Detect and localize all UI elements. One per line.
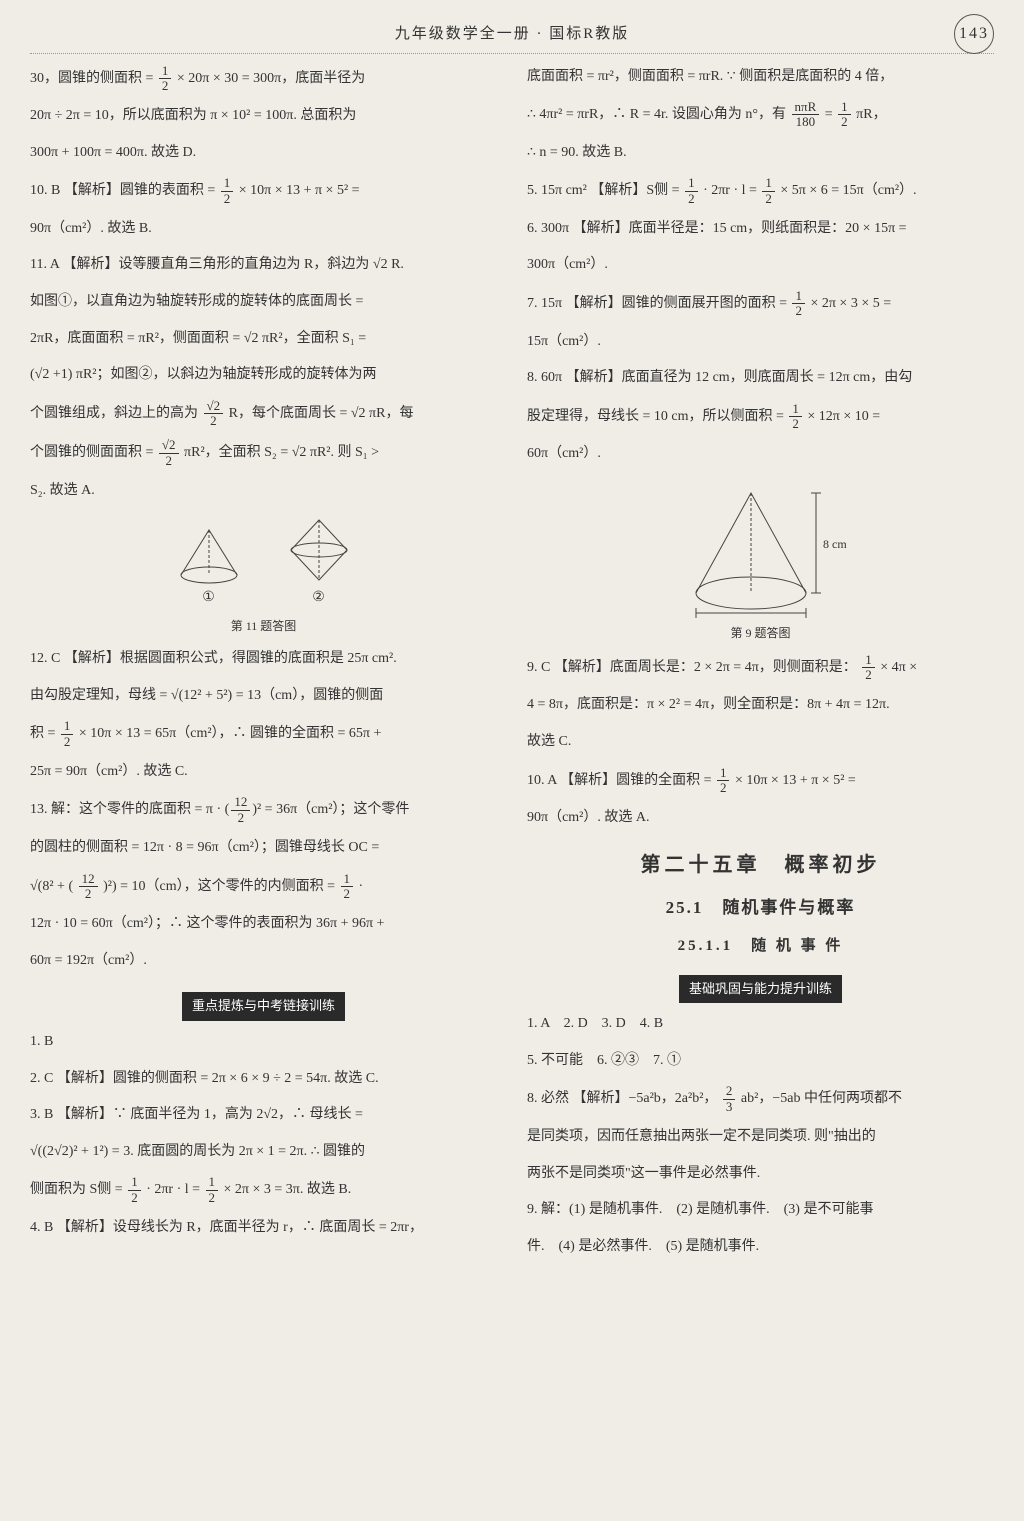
svg-text:12 cm: 12 cm (733, 615, 763, 618)
q13: 13. 解：这个零件的底面积 = π · (122)² = 36π（cm²）；这… (30, 795, 497, 825)
fraction: 12 (792, 289, 805, 319)
answer-line: 1. A 2. D 3. D 4. B (527, 1011, 994, 1038)
q10r: 10. A 【解析】圆锥的全面积 = 12 × 10π × 13 + π × 5… (527, 766, 994, 796)
fraction: 12 (341, 872, 354, 902)
text-line: 由勾股定理知，母线 = √(12² + 5²) = 13（cm），圆锥的侧面 (30, 683, 497, 710)
page-header: 九年级数学全一册 · 国标R教版 143 (30, 20, 994, 54)
text-line: 如图①，以直角边为轴旋转形成的旋转体的底面周长 = (30, 289, 497, 316)
section-heading: 25.1 随机事件与概率 (527, 892, 994, 924)
fraction: 12 (159, 64, 172, 94)
q11: 11. A 【解析】设等腰直角三角形的直角边为 R，斜边为 √2 R. (30, 252, 497, 279)
cone-2: ② (284, 515, 354, 612)
page-number: 143 (954, 14, 994, 54)
text-line: 2πR，底面面积 = πR²，侧面面积 = √2 πR²，全面积 S₁ = (30, 326, 497, 353)
svg-text:8 cm: 8 cm (823, 537, 847, 551)
text-line: 25π = 90π（cm²）. 故选 C. (30, 759, 497, 786)
answer-line: 2. C 【解析】圆锥的侧面积 = 2π × 6 × 9 ÷ 2 = 54π. … (30, 1066, 497, 1093)
fraction: nπR180 (792, 100, 820, 130)
figure-9-caption: 第 9 题答图 (527, 622, 994, 645)
q5: 5. 15π cm² 【解析】S侧 = 12 · 2πr · l = 12 × … (527, 176, 994, 206)
answer-line: 1. B (30, 1029, 497, 1056)
q9r: 9. 解：(1) 是随机事件. (2) 是随机事件. (3) 是不可能事 (527, 1197, 994, 1224)
text-line: 侧面积为 S侧 = 12 · 2πr · l = 12 × 2π × 3 = 3… (30, 1175, 497, 1205)
chapter-heading: 第二十五章 概率初步 (527, 846, 994, 884)
text-line: 12π · 10 = 60π（cm²）；∴ 这个零件的表面积为 36π + 96… (30, 911, 497, 938)
left-column: 30，圆锥的侧面积 = 12 × 20π × 30 = 300π，底面半径为 2… (30, 64, 497, 1271)
text-line: 300π（cm²）. (527, 252, 994, 279)
text-line: 15π（cm²）. (527, 329, 994, 356)
fraction: 12 (862, 653, 875, 683)
text-line: 4 = 8π，底面积是：π × 2² = 4π，则全面积是：8π + 4π = … (527, 692, 994, 719)
q8r: 8. 必然 【解析】−5a²b，2a²b²， 23 ab²，−5ab 中任何两项… (527, 1084, 994, 1114)
fraction: √22 (204, 399, 224, 429)
header-title: 九年级数学全一册 · 国标R教版 (395, 26, 630, 42)
fraction: 12 (61, 719, 74, 749)
text-line: 的圆柱的侧面积 = 12π · 8 = 96π（cm²）；圆锥母线长 OC = (30, 835, 497, 862)
text-line: 60π = 192π（cm²）. (30, 948, 497, 975)
cone-1: ① (174, 525, 244, 612)
figure-11: ① ② (30, 515, 497, 612)
text-line: 故选 C. (527, 729, 994, 756)
fraction: 122 (79, 872, 98, 902)
q6: 6. 300π 【解析】底面半径是：15 cm，则纸面积是：20 × 15π = (527, 216, 994, 243)
q7: 7. 15π 【解析】圆锥的侧面展开图的面积 = 12 × 2π × 3 × 5… (527, 289, 994, 319)
text-line: √(8² + ( 122 )²) = 10（cm），这个零件的内侧面积 = 12… (30, 872, 497, 902)
text-line: 60π（cm²）. (527, 441, 994, 468)
text-line: ∴ n = 90. 故选 B. (527, 140, 994, 167)
text-line: 90π（cm²）. 故选 A. (527, 805, 994, 832)
fraction: 12 (206, 1175, 219, 1205)
text-line: 是同类项，因而任意抽出两张一定不是同类项. 则"抽出的 (527, 1124, 994, 1151)
answer-line: 5. 不可能 6. ②③ 7. ① (527, 1048, 994, 1075)
fraction: 12 (717, 766, 730, 796)
fraction: 12 (789, 402, 802, 432)
answer-line: 4. B 【解析】设母线长为 R，底面半径为 r，∴ 底面周长 = 2πr， (30, 1215, 497, 1242)
text-line: 积 = 12 × 10π × 13 = 65π（cm²），∴ 圆锥的全面积 = … (30, 719, 497, 749)
right-column: 底面面积 = πr²，侧面面积 = πrR. ∵ 侧面积是底面积的 4 倍， ∴… (527, 64, 994, 1271)
q9: 9. C 【解析】底面周长是：2 × 2π = 4π，则侧面积是： 12 × 4… (527, 653, 994, 683)
two-column-layout: 30，圆锥的侧面积 = 12 × 20π × 30 = 300π，底面半径为 2… (30, 64, 994, 1271)
text-line: 20π ÷ 2π = 10，所以底面积为 π × 10² = 100π. 总面积… (30, 103, 497, 130)
fraction: 12 (685, 176, 698, 206)
answer-line: 3. B 【解析】∵ 底面半径为 1，高为 2√2，∴ 母线长 = (30, 1102, 497, 1129)
fraction: 12 (762, 176, 775, 206)
fraction: √22 (159, 438, 179, 468)
text-line: (√2 +1) πR²；如图②，以斜边为轴旋转形成的旋转体为两 (30, 362, 497, 389)
section-bar-1: 重点提炼与中考链接训练 (182, 992, 345, 1021)
fraction: 23 (723, 1084, 736, 1114)
text-line: 两张不是同类项"这一事件是必然事件. (527, 1161, 994, 1188)
figure-11-caption: 第 11 题答图 (30, 615, 497, 638)
text-line: 股定理得，母线长 = 10 cm，所以侧面积 = 12 × 12π × 10 = (527, 402, 994, 432)
q12: 12. C 【解析】根据圆面积公式，得圆锥的底面积是 25π cm². (30, 646, 497, 673)
q8: 8. 60π 【解析】底面直径为 12 cm，则底面周长 = 12π cm，由勾 (527, 365, 994, 392)
text-line: ∴ 4πr² = πrR，∴ R = 4r. 设圆心角为 n°，有 nπR180… (527, 100, 994, 130)
section-bar-2: 基础巩固与能力提升训练 (679, 975, 842, 1004)
text-line: 300π + 100π = 400π. 故选 D. (30, 140, 497, 167)
q10: 10. B 【解析】圆锥的表面积 = 12 × 10π × 13 + π × 5… (30, 176, 497, 206)
text-line: 个圆锥的侧面面积 = √22 πR²，全面积 S₂ = √2 πR². 则 S₁… (30, 438, 497, 468)
text-line: 90π（cm²）. 故选 B. (30, 216, 497, 243)
figure-9: 8 cm 12 cm (527, 478, 994, 618)
text-line: 30，圆锥的侧面积 = 12 × 20π × 30 = 300π，底面半径为 (30, 64, 497, 94)
text-line: 底面面积 = πr²，侧面面积 = πrR. ∵ 侧面积是底面积的 4 倍， (527, 64, 994, 91)
fraction: 122 (231, 795, 250, 825)
text-line: S₂. 故选 A. (30, 478, 497, 505)
subsection-heading: 25.1.1 随 机 事 件 (527, 932, 994, 961)
text-line: 个圆锥组成，斜边上的高为 √22 R，每个底面周长 = √2 πR，每 (30, 399, 497, 429)
text-line: √((2√2)² + 1²) = 3. 底面圆的周长为 2π × 1 = 2π.… (30, 1139, 497, 1166)
fraction: 12 (128, 1175, 141, 1205)
text-line: 件. (4) 是必然事件. (5) 是随机事件. (527, 1234, 994, 1261)
fraction: 12 (221, 176, 234, 206)
fraction: 12 (838, 100, 851, 130)
